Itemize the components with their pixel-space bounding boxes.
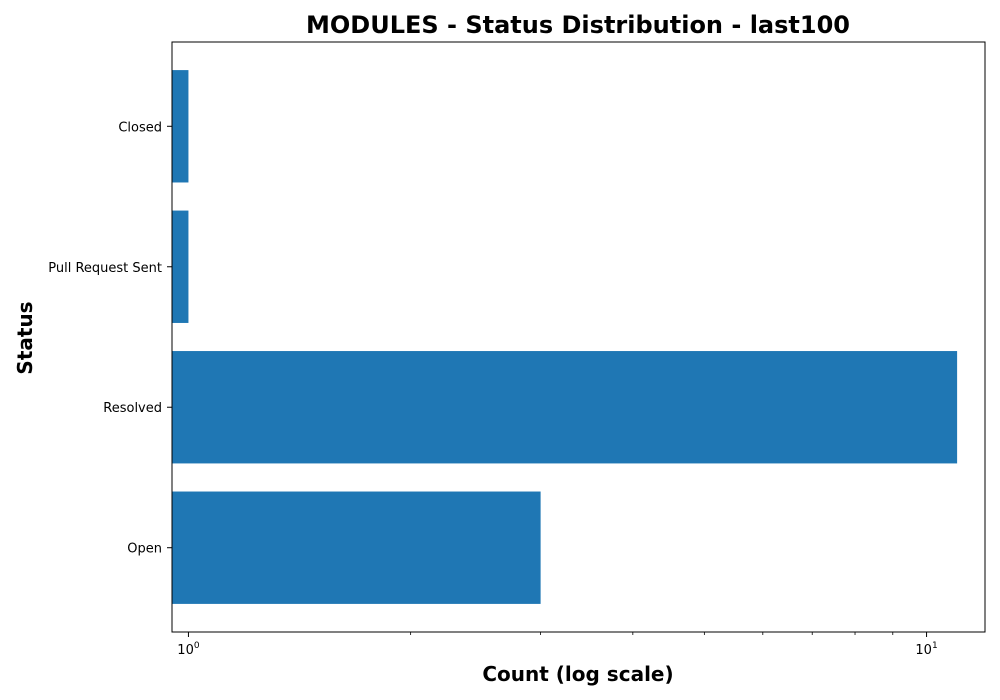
- x-axis-label: Count (log scale): [482, 662, 673, 686]
- x-tick-label: 100: [177, 641, 200, 658]
- y-tick-label: Closed: [118, 120, 162, 135]
- bar-resolved: [172, 351, 958, 464]
- y-tick-label: Pull Request Sent: [48, 261, 162, 276]
- bar-open: [172, 491, 541, 604]
- y-axis-ticks: Open Resolved Pull Request Sent Closed: [48, 120, 172, 557]
- bars-group: [172, 70, 958, 604]
- y-tick-label: Resolved: [103, 401, 162, 416]
- y-axis-label: Status: [13, 301, 37, 374]
- y-tick-label: Open: [127, 542, 162, 557]
- x-axis-ticks: 100 101: [177, 632, 938, 658]
- bar-pull-request-sent: [172, 210, 189, 323]
- chart-title: MODULES - Status Distribution - last100: [306, 11, 850, 39]
- x-tick-label: 101: [915, 641, 937, 658]
- bar-closed: [172, 70, 189, 183]
- plot-frame: [171, 41, 986, 633]
